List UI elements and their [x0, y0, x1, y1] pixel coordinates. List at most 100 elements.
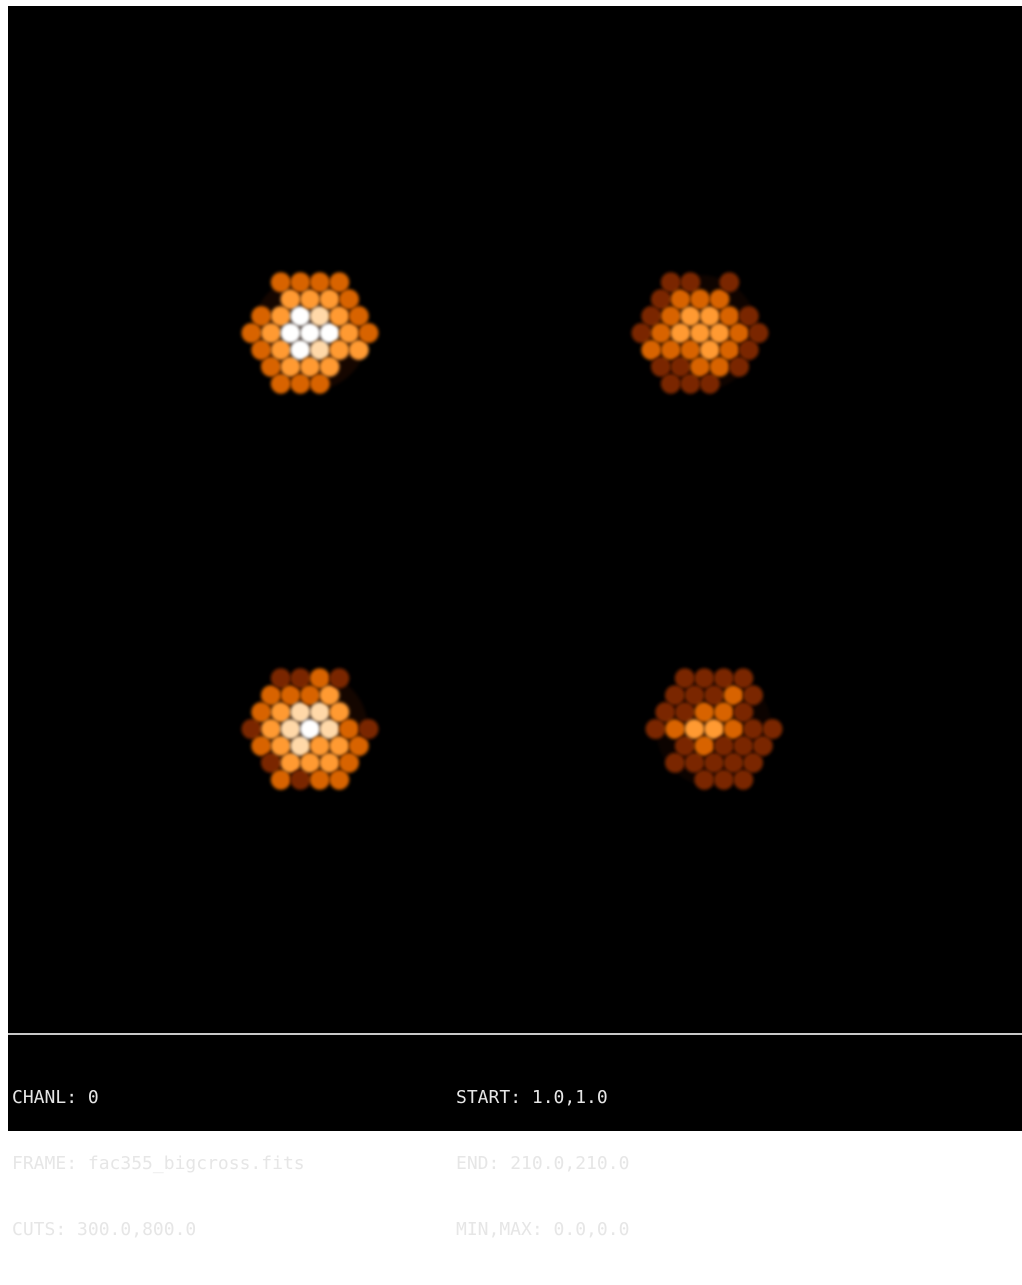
- spot-top-right-fiber: [690, 356, 710, 377]
- status-cuts: CUTS: 300.0,800.0: [12, 1219, 197, 1240]
- spot-bottom-left-fiber: [270, 702, 291, 723]
- spot-top-right-fiber: [670, 356, 691, 377]
- spot-top-right-fiber: [641, 339, 662, 360]
- spot-top-right-fiber: [651, 356, 671, 377]
- spot-bottom-left-fiber: [319, 752, 340, 773]
- spot-bottom-right-fiber: [743, 685, 763, 706]
- status-column-right: START: 1.0,1.0 END: 210.0,210.0 MIN,MAX:…: [456, 1043, 629, 1285]
- spot-bottom-left-fiber: [290, 735, 311, 756]
- spot-top-right-fiber: [670, 289, 691, 310]
- spot-top-left-fiber: [319, 323, 340, 343]
- spot-top-right-fiber: [680, 373, 701, 394]
- spot-top-right-fiber: [738, 339, 759, 360]
- spot-top-left-fiber: [280, 289, 301, 310]
- spot-bottom-left-fiber: [261, 685, 281, 706]
- image-svg: [241, 272, 783, 790]
- spot-top-left-fiber: [270, 373, 291, 394]
- spot-bottom-right-fiber: [733, 668, 754, 689]
- spot-bottom-right-fiber: [713, 735, 734, 756]
- status-frame: FRAME: fac355_bigcross.fits: [12, 1153, 305, 1174]
- spot-top-left-fiber: [300, 289, 320, 310]
- spot-bottom-right-fiber: [713, 702, 734, 723]
- spot-top-left-fiber: [348, 339, 369, 360]
- spot-top-left-fiber: [339, 323, 359, 343]
- spot-top-right-fiber: [670, 323, 691, 343]
- spot-top-left-fiber: [329, 272, 350, 293]
- spot-top-right-fiber: [709, 289, 730, 310]
- spot-top-left-fiber: [270, 306, 291, 327]
- spot-top-left-fiber: [339, 289, 359, 310]
- spot-top-left-fiber: [270, 272, 291, 293]
- spot-bottom-right-fiber: [704, 719, 724, 739]
- spot-top-right-fiber: [729, 356, 749, 377]
- spot-top-right-fiber: [660, 306, 681, 327]
- spot-top-right-fiber: [719, 306, 740, 327]
- spot-bottom-right-fiber: [752, 735, 773, 756]
- spot-bottom-right-fiber: [674, 668, 695, 689]
- image-canvas[interactable]: [8, 6, 1022, 1032]
- status-panel: CHANL: 0 FRAME: fac355_bigcross.fits CUT…: [8, 1037, 1022, 1240]
- spot-bottom-left-fiber: [290, 769, 311, 790]
- spot-top-left-fiber: [309, 306, 330, 327]
- spot-top-right-fiber: [680, 339, 701, 360]
- spot-top-right-fiber: [680, 306, 701, 327]
- spot-top-left-fiber: [319, 356, 340, 377]
- status-column-left: CHANL: 0 FRAME: fac355_bigcross.fits CUT…: [12, 1043, 305, 1285]
- spot-bottom-right-fiber: [762, 719, 783, 739]
- spot-top-right-fiber: [660, 272, 681, 293]
- spot-top-right: [631, 272, 769, 394]
- spot-bottom-left-fiber: [251, 735, 272, 756]
- spot-top-left: [241, 272, 379, 394]
- spot-bottom-left-fiber: [329, 702, 350, 723]
- spot-bottom-left-fiber: [261, 719, 281, 739]
- status-end: END: 210.0,210.0: [456, 1153, 630, 1174]
- spot-bottom-left-fiber: [319, 685, 340, 706]
- spot-bottom-right-fiber: [733, 769, 754, 790]
- spot-bottom-right-fiber: [694, 735, 715, 756]
- spot-bottom-left-fiber: [300, 752, 320, 773]
- spot-bottom-left-fiber: [309, 769, 330, 790]
- spot-bottom-right-fiber: [694, 702, 715, 723]
- spot-top-left-fiber: [300, 356, 320, 377]
- spot-bottom-left-fiber: [339, 752, 359, 773]
- spot-bottom-right-fiber: [723, 752, 744, 773]
- spot-bottom-right-fiber: [674, 702, 695, 723]
- status-divider: [8, 1033, 1022, 1035]
- spot-bottom-left-fiber: [329, 668, 350, 689]
- spot-top-left-fiber: [290, 306, 311, 327]
- spot-top-left-fiber: [251, 306, 272, 327]
- spot-bottom-left-fiber: [290, 668, 311, 689]
- spot-top-right-fiber: [699, 306, 720, 327]
- spot-top-left-fiber: [270, 339, 291, 360]
- spot-top-right-fiber: [709, 356, 730, 377]
- spot-top-right-fiber: [738, 306, 759, 327]
- spot-bottom-right-fiber: [684, 752, 705, 773]
- spot-bottom-left-fiber: [319, 719, 340, 739]
- spot-bottom-left-fiber: [329, 769, 350, 790]
- spot-bottom-right-fiber: [665, 719, 685, 739]
- spot-bottom-right-fiber: [655, 702, 676, 723]
- spot-bottom-left-fiber: [251, 702, 272, 723]
- spot-bottom-left-fiber: [339, 719, 359, 739]
- image-display-window: CHANL: 0 FRAME: fac355_bigcross.fits CUT…: [8, 6, 1022, 1240]
- spot-bottom-left-fiber: [270, 668, 291, 689]
- spot-top-left-fiber: [348, 306, 369, 327]
- spot-top-left-fiber: [251, 339, 272, 360]
- spot-top-left-fiber: [300, 323, 320, 343]
- spot-bottom-left-fiber: [280, 719, 301, 739]
- spot-top-right-fiber: [709, 323, 730, 343]
- spot-top-left-fiber: [329, 306, 350, 327]
- spot-top-right-fiber: [651, 289, 671, 310]
- spot-top-right-fiber: [719, 272, 740, 293]
- status-chanl: CHANL: 0: [12, 1087, 99, 1108]
- spot-bottom-right-fiber: [684, 685, 705, 706]
- spot-bottom-right-fiber: [713, 668, 734, 689]
- spot-top-left-fiber: [280, 356, 301, 377]
- spot-bottom-right: [645, 668, 783, 790]
- spot-bottom-right-fiber: [684, 719, 705, 739]
- spot-top-right-fiber: [660, 339, 681, 360]
- spot-bottom-left-fiber: [309, 702, 330, 723]
- spot-top-left-fiber: [290, 272, 311, 293]
- spot-top-right-fiber: [641, 306, 662, 327]
- spot-top-right-fiber: [748, 323, 769, 343]
